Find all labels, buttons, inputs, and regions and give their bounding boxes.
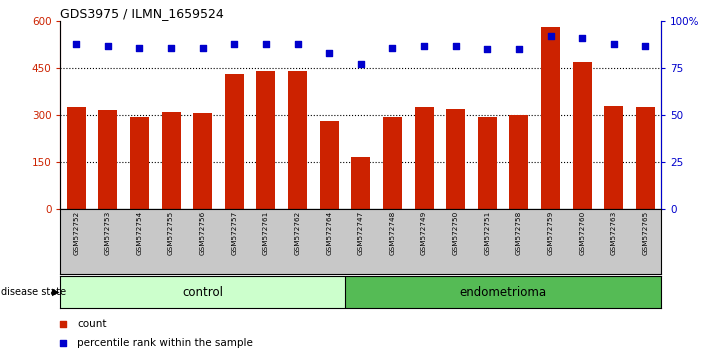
Point bbox=[324, 50, 335, 56]
Point bbox=[387, 45, 398, 50]
Point bbox=[134, 45, 145, 50]
Point bbox=[481, 47, 493, 52]
Bar bbox=[225, 74, 244, 209]
Point bbox=[166, 45, 177, 50]
Bar bbox=[383, 116, 402, 209]
Bar bbox=[510, 115, 528, 209]
Text: GSM572753: GSM572753 bbox=[105, 211, 111, 255]
Point bbox=[229, 41, 240, 47]
Bar bbox=[541, 28, 560, 209]
Bar bbox=[478, 116, 497, 209]
Text: count: count bbox=[77, 319, 107, 329]
Text: GSM572752: GSM572752 bbox=[73, 211, 79, 255]
Text: GSM572756: GSM572756 bbox=[200, 211, 205, 255]
Text: GSM572765: GSM572765 bbox=[643, 211, 648, 255]
Bar bbox=[60, 276, 345, 308]
Point bbox=[292, 41, 304, 47]
Text: GSM572747: GSM572747 bbox=[358, 211, 364, 255]
Point bbox=[418, 43, 429, 48]
Bar bbox=[67, 107, 86, 209]
Point bbox=[640, 43, 651, 48]
Text: GSM572755: GSM572755 bbox=[168, 211, 174, 255]
Point bbox=[577, 35, 588, 41]
Bar bbox=[193, 114, 212, 209]
Text: GSM572763: GSM572763 bbox=[611, 211, 617, 255]
Point bbox=[260, 41, 272, 47]
Text: GSM572750: GSM572750 bbox=[453, 211, 459, 255]
Text: GSM572761: GSM572761 bbox=[263, 211, 269, 255]
Text: GSM572762: GSM572762 bbox=[294, 211, 301, 255]
Bar bbox=[345, 276, 661, 308]
Point bbox=[102, 43, 114, 48]
Point bbox=[356, 62, 367, 67]
Text: percentile rank within the sample: percentile rank within the sample bbox=[77, 338, 253, 348]
Text: GSM572760: GSM572760 bbox=[579, 211, 585, 255]
Text: GSM572758: GSM572758 bbox=[516, 211, 522, 255]
Point bbox=[545, 33, 556, 39]
Bar bbox=[351, 157, 370, 209]
Point bbox=[513, 47, 525, 52]
Bar bbox=[161, 112, 181, 209]
Text: GSM572748: GSM572748 bbox=[390, 211, 395, 255]
Point bbox=[608, 41, 619, 47]
Bar bbox=[636, 107, 655, 209]
Text: control: control bbox=[182, 286, 223, 298]
Point bbox=[58, 321, 69, 327]
Bar bbox=[604, 105, 624, 209]
Point bbox=[58, 341, 69, 346]
Text: GSM572749: GSM572749 bbox=[421, 211, 427, 255]
Bar bbox=[447, 109, 465, 209]
Text: disease state: disease state bbox=[1, 287, 67, 297]
Bar bbox=[98, 110, 117, 209]
Text: ▶: ▶ bbox=[52, 287, 60, 297]
Bar bbox=[257, 71, 275, 209]
Text: endometrioma: endometrioma bbox=[459, 286, 547, 298]
Text: GDS3975 / ILMN_1659524: GDS3975 / ILMN_1659524 bbox=[60, 7, 224, 20]
Bar bbox=[288, 71, 307, 209]
Text: GSM572759: GSM572759 bbox=[547, 211, 554, 255]
Text: GSM572757: GSM572757 bbox=[231, 211, 237, 255]
Point bbox=[197, 45, 208, 50]
Point bbox=[450, 43, 461, 48]
Text: GSM572764: GSM572764 bbox=[326, 211, 332, 255]
Point bbox=[70, 41, 82, 47]
Bar bbox=[320, 121, 338, 209]
Bar bbox=[572, 62, 592, 209]
Text: GSM572751: GSM572751 bbox=[484, 211, 491, 255]
Bar bbox=[415, 107, 434, 209]
Text: GSM572754: GSM572754 bbox=[137, 211, 142, 255]
Bar bbox=[130, 116, 149, 209]
